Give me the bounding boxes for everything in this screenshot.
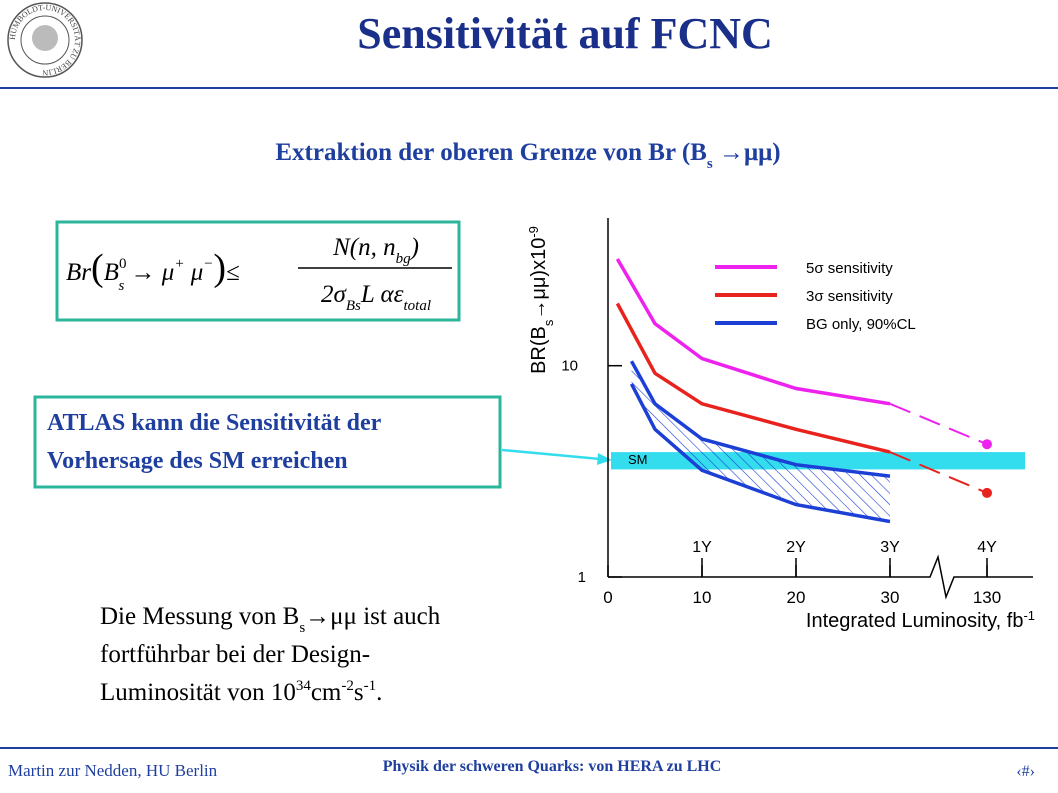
legend-label: 5σ sensitivity [806,260,893,277]
footer-left: Martin zur Nedden, HU Berlin [8,761,218,780]
f-num-end: ) [409,234,419,261]
body-line: Luminosität von 1034cm-2s-1. [100,678,382,706]
xlabel-text: Integrated Luminosity, fb [806,610,1024,632]
subtitle-text: Extraktion der oberen Grenze von Br (B [275,139,706,166]
body-sup: 34 [296,678,312,694]
f-b-sub: s [118,278,124,294]
f-den-rest: L αε [360,281,404,308]
f-le: ≤ [226,259,240,286]
formula-num: N(n, nbg) [332,234,419,267]
x-tick-label: 30 [881,588,900,607]
body-text: Luminosität von 10 [100,679,296,706]
x-axis [608,554,1033,600]
body-line: fortführbar bei der Design- [100,641,370,668]
ylabel-sup: -9 [526,226,541,238]
callout-line: Vorhersage des SM erreichen [47,448,348,474]
footer-right: ‹#› [1016,763,1035,780]
extrapolated-point [982,487,992,498]
y-tick-label: 10 [561,358,578,375]
f-den-sub2: total [404,298,432,314]
year-label: 3Y [880,539,900,556]
f-mu2-sup: − [203,256,213,272]
f-den: 2σ [321,281,348,308]
f-mu1-sup: + [174,256,184,272]
year-label: 1Y [692,539,712,556]
ylabel-sub: s [541,319,556,326]
body-text: . [376,679,382,706]
body-line: Die Messung von Bs→μμ ist auch [100,603,441,636]
ylabel-text: BR(B [528,326,550,374]
band-lower-line [629,383,891,524]
body-sub: s [299,620,305,636]
series-line [629,360,891,478]
subtitle-arrow: →μμ) [713,139,781,166]
body-sup: -1 [364,678,377,694]
f-num-sub: bg [396,251,412,267]
x-tick-label: 10 [693,588,712,607]
f-arrow: → μ [124,259,174,286]
subtitle: Extraktion der oberen Grenze von Br (Bs … [275,139,780,172]
year-label: 2Y [786,539,806,556]
subtitle-sub: s [707,156,713,172]
x-axis-label: Integrated Luminosity, fb-1 [806,608,1035,633]
f-num: N(n, n [332,234,396,261]
f-paren: ) [213,247,226,289]
ylabel-text: →μμ)x10 [528,238,550,320]
y-tick-label: 1 [578,569,586,586]
sm-band-label: SM [628,452,648,467]
f-den-sub: Bs [346,298,361,314]
hatched-band [631,361,890,522]
callout-arrow [501,448,601,461]
f-paren: ( [91,247,104,289]
xlabel-sup: -1 [1023,608,1035,623]
f-b: B [104,259,119,286]
footer-center: Physik der schweren Quarks: von HERA zu … [383,758,722,775]
formula-box [55,220,461,322]
body-text: Die Messung von B [100,603,299,630]
extrapolation-line [889,402,988,446]
formula-den: 2σBsL αεtotal [321,281,431,314]
formula-lhs: Br(B0 s → μ+ μ−)≤ [66,247,240,294]
x-tick-label: 130 [973,588,1001,607]
f-b-sup: 0 [119,256,127,272]
callout-arrowhead [597,453,612,465]
f-br: Br [66,259,91,286]
body-text: μμ ist auch [330,603,441,630]
body-arrow: → [305,603,330,630]
callout-line: ATLAS kann die Sensitivität der [47,410,382,436]
series-line [615,258,891,406]
y-axis-label: BR(Bs→μμ)x10-9 [526,226,556,374]
x-tick-label: 20 [787,588,806,607]
body-sup: -2 [341,678,354,694]
year-label: 4Y [977,539,997,556]
legend-label: 3σ sensitivity [806,288,893,305]
callout-box [33,395,502,489]
body-text: cm [311,679,342,706]
x-tick-label: 0 [603,588,612,607]
f-mu2: μ [184,259,203,286]
logo: HUMBOLDT-UNIVERSITÄT ZU BERLIN [7,2,83,78]
legend-label: BG only, 90%CL [806,316,916,333]
title: Sensitivität auf FCNC [357,9,773,58]
body-text: s [354,679,364,706]
extrapolation-line [889,451,988,494]
extrapolated-point [982,439,992,450]
series-line [615,302,891,454]
